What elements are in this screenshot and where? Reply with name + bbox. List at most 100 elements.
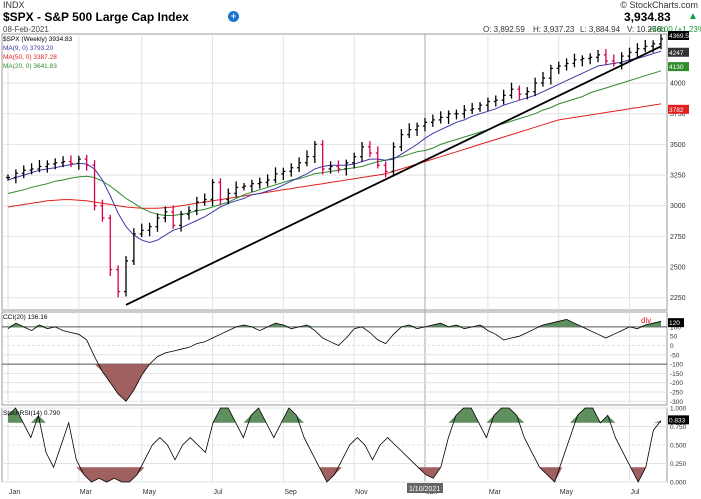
price-tick-label: 3000: [670, 203, 686, 210]
ohlc-bar: [619, 52, 624, 70]
ohlc-bar: [328, 161, 333, 174]
stochrsi-line: [7, 407, 662, 483]
ohlc-bar: [100, 199, 105, 222]
ohlc-bar: [163, 206, 168, 223]
ohlc-bar: [312, 140, 317, 164]
rsi-tick-label: 0.500: [670, 443, 687, 450]
exchange-label: INDX: [3, 0, 25, 10]
x-tick-label: Mar: [80, 489, 93, 496]
ohlc-bar: [281, 167, 286, 180]
ohlc-bar: [360, 141, 365, 162]
ohlc-bar: [336, 160, 341, 173]
ohlc-bar: [564, 58, 569, 71]
ohlc-bar: [375, 146, 380, 169]
ohlc-change: +48.00 (+1.23%): [648, 25, 701, 34]
ohlc-bar: [242, 183, 247, 191]
ohlc-bar: [367, 141, 372, 158]
copyright-label: © StockCharts.com: [620, 0, 698, 10]
info-icon[interactable]: +: [228, 11, 239, 22]
ohlc-bar: [139, 223, 144, 238]
ohlc-bar: [155, 213, 160, 232]
ohlc-bar: [116, 265, 121, 298]
ohlc-bar: [352, 152, 357, 169]
x-tick-label: Nov: [355, 489, 368, 496]
ohlc-bar: [179, 210, 184, 232]
chart-date: 08-Feb-2021: [3, 25, 49, 34]
ohlc-bar: [438, 111, 443, 124]
ohlc-volume: V: 10.256b: [627, 25, 666, 34]
ma50-line: [7, 103, 662, 209]
last-price: 3,934.83: [624, 10, 671, 24]
ohlc-bar: [470, 102, 475, 114]
cursor-date-label: 1/10/2021: [409, 486, 440, 493]
ohlc-bar: [210, 179, 215, 207]
cci-tick-label: 0: [670, 343, 674, 350]
legend-ma20: MA(20, 0) 3641.83: [3, 63, 57, 70]
price-tick-label: 4000: [670, 81, 686, 88]
price-tick-label: 2500: [670, 265, 686, 272]
ohlc-bar: [147, 222, 152, 237]
cci-tick-label: -200: [670, 380, 683, 387]
ohlc-bar: [556, 61, 561, 74]
ohlc-bar: [391, 142, 396, 177]
ohlc-bar: [572, 53, 577, 68]
ohlc-bar: [273, 167, 278, 184]
x-tick-label: Jul: [214, 489, 223, 496]
ohlc-bar: [124, 256, 129, 297]
cci-tick-label: 50: [670, 334, 678, 341]
price-badge: [668, 31, 689, 40]
ohlc-bar: [304, 150, 309, 167]
rsi-tick-label: 0.750: [670, 424, 687, 431]
ohlc-high: H: 3,937.23: [533, 25, 575, 34]
cci-current-label: 120: [669, 320, 680, 327]
legend-main: $SPX (Weekly) 3934.83: [3, 36, 73, 43]
ohlc-bar: [509, 82, 514, 99]
ohlc-bar: [533, 77, 538, 97]
cci-label: CCI(20) 136.16: [3, 314, 48, 321]
ohlc-bar: [234, 181, 239, 198]
ohlc-bar: [53, 158, 58, 170]
chart-title: $SPX - S&P 500 Large Cap Index: [3, 10, 189, 24]
ohlc-bar: [108, 214, 113, 277]
cci-div-annotation: div: [641, 316, 651, 325]
ohlc-bar: [21, 165, 26, 179]
price-badge-label: 4369.55: [669, 33, 693, 40]
ohlc-bar: [627, 47, 632, 62]
ohlc-bar: [45, 160, 50, 173]
price-tick-label: 3750: [670, 111, 686, 118]
ohlc-bar: [454, 109, 459, 120]
ohlc-bar: [588, 53, 593, 65]
cci-tick-label: -50: [670, 352, 680, 359]
ohlc-bar: [84, 154, 89, 171]
ohlc-bar: [289, 163, 294, 177]
ohlc-bar: [186, 206, 191, 220]
ohlc-bar: [194, 196, 199, 216]
up-arrow-icon: ▲: [688, 11, 698, 22]
ohlc-bar: [265, 174, 270, 187]
rsi-tick-label: 1.000: [670, 406, 687, 413]
price-badge-label: 3782: [669, 107, 684, 114]
ohlc-bar: [249, 179, 254, 192]
cci-tick-label: -250: [670, 389, 683, 396]
ohlc-bar: [635, 43, 640, 57]
panel-frame: [1, 311, 668, 406]
price-badge: [668, 47, 689, 57]
rsi-tick-label: 0.000: [670, 480, 687, 487]
ohlc-bar: [517, 85, 522, 101]
cci-tick-label: 100: [670, 324, 681, 331]
legend-ma50: MA(50, 0) 3387.28: [3, 54, 57, 61]
ohlc-bar: [320, 140, 325, 175]
ohlc-bar: [92, 160, 97, 211]
ohlc-bar: [611, 54, 616, 67]
price-tick-label: 2250: [670, 295, 686, 302]
ohlc-bar: [344, 159, 349, 176]
ohlc-bar: [383, 161, 388, 178]
ma20-line: [7, 70, 662, 216]
cci-current-badge: [668, 318, 684, 328]
x-tick-label: Sep: [284, 489, 297, 496]
x-tick-label: Mar: [489, 489, 502, 496]
cci-tick-label: -300: [670, 399, 683, 406]
ohlc-bar: [525, 87, 530, 100]
